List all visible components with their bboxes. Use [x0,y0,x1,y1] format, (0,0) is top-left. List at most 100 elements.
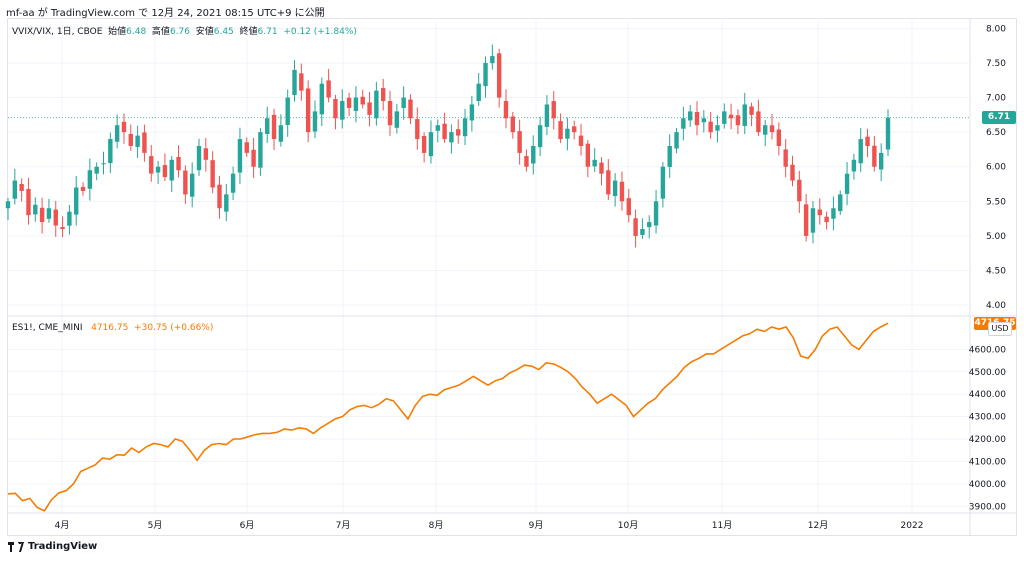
candle-body [510,116,516,133]
candle-body [5,201,11,209]
candle-body [537,125,543,148]
candle [128,124,133,151]
candle-body [722,111,727,124]
candle [708,112,713,139]
candle-body [237,139,243,173]
candle-body [858,139,863,164]
candle [305,80,311,143]
price-tick-label: 3900.00 [969,502,1006,512]
candle [572,120,577,140]
candle [851,153,857,180]
candle-body [681,118,686,129]
candle [265,106,270,143]
candle-body [653,201,659,226]
top-price-axis: 4.00 4.50 5.00 5.50 6.00 6.50 7.00 7.50 8.00 [986,24,1006,311]
candle-body [46,208,52,219]
candle [39,197,45,234]
candle-body [558,121,563,140]
candle [114,114,120,149]
price-tick-label: 4500.00 [969,368,1006,378]
candle-body [674,132,679,149]
candle-body [189,173,195,197]
candle [60,216,65,238]
candle-body [258,132,263,168]
candle-body [831,208,836,219]
candle [53,200,58,237]
candle [326,68,331,103]
candle [667,134,672,178]
candle-body [872,145,877,167]
candle [26,177,31,225]
candle [80,182,86,196]
candle-body [230,173,236,193]
top-symbol[interactable]: VVIX/VIX, 1日, CBOE [12,27,103,37]
candle-body [33,204,38,215]
candle [244,137,249,157]
candle [763,120,768,147]
candle-body [735,115,741,126]
candle [783,139,788,178]
candle [715,115,720,143]
candle-body [783,149,788,167]
candle-body [60,227,65,229]
candle [599,157,604,186]
candle [769,113,775,140]
candle-body [183,170,188,195]
candle-body [756,111,761,133]
candle [660,161,666,208]
candle [551,91,556,130]
candle [435,119,440,143]
candle [476,73,481,106]
currency-badge[interactable]: USD [988,322,1012,336]
candle [490,44,495,70]
candle [865,128,870,157]
candle-body [428,132,434,157]
candle-body [817,209,822,216]
candle-body [599,162,604,174]
candle [742,92,747,135]
candle [872,135,877,172]
candle [449,124,454,154]
candle-body [217,184,222,209]
candle-body [544,104,550,127]
candle-body [803,204,809,236]
candle-body [169,159,174,181]
candle-body [435,125,440,131]
candle [374,81,379,126]
bottom-symbol[interactable]: ES1!, CME_MINI [12,323,83,333]
candle-body [53,209,58,226]
candle-body [633,218,638,236]
footer-brand[interactable]: TradingView [28,541,98,552]
price-tick-label: 6.00 [986,163,1006,173]
candle [87,158,93,201]
price-tick-label: 4200.00 [969,435,1006,445]
candle-body [592,159,597,167]
candle [360,89,365,109]
price-tick-label: 5.00 [986,232,1006,242]
candle-body [476,83,481,102]
candle-body [415,119,420,140]
time-tick-label: 11月 [712,520,732,531]
candle-body [715,125,720,131]
candle-body [374,90,379,119]
candle [619,171,625,211]
candle [408,94,413,124]
candle-body [285,97,290,126]
es-line-series [7,322,889,512]
candlestick-series [5,44,891,248]
candle [142,124,147,162]
candle-body [12,180,18,199]
candle-body [326,80,331,98]
candle-body [878,152,884,170]
candle-body [551,101,556,119]
candle-body [810,208,816,233]
candle [189,162,195,208]
candle-body [135,135,140,147]
candle [33,197,38,222]
candle-body [128,133,133,146]
candle [176,145,181,178]
top-pane-legend: VVIX/VIX, 1日, CBOE 始値6.48 高値6.76 安値6.45 … [12,27,357,37]
candle [346,92,352,117]
candle [728,103,734,130]
